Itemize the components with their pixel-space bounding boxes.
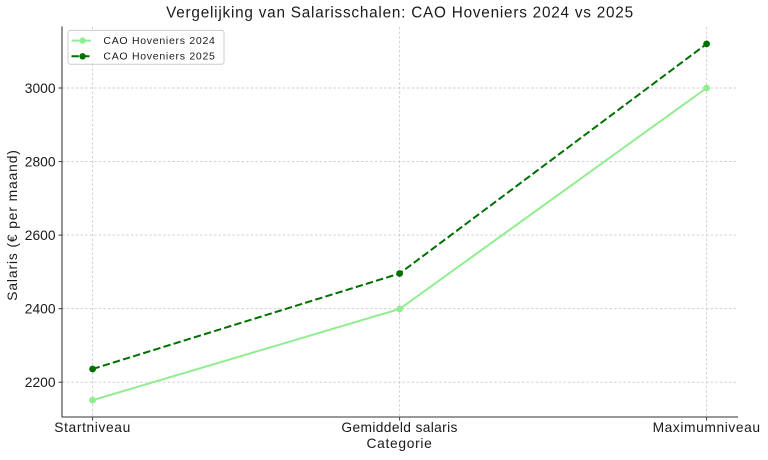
svg-text:2400: 2400 [25,302,56,317]
svg-text:Categorie: Categorie [367,436,433,451]
svg-text:2200: 2200 [25,375,56,390]
svg-text:2600: 2600 [25,228,56,243]
svg-text:Salaris (€ per maand): Salaris (€ per maand) [5,149,20,301]
svg-text:Vergelijking van Salarisschale: Vergelijking van Salarisschalen: CAO Hov… [166,4,634,21]
svg-text:Startniveau: Startniveau [54,420,131,435]
svg-text:3000: 3000 [25,81,56,96]
svg-text:Gemiddeld salaris: Gemiddeld salaris [341,420,457,435]
svg-text:CAO Hoveniers 2025: CAO Hoveniers 2025 [103,51,215,63]
svg-text:CAO Hoveniers 2024: CAO Hoveniers 2024 [103,35,215,47]
svg-text:2800: 2800 [25,155,56,170]
svg-text:Maximumniveau: Maximumniveau [653,420,761,435]
